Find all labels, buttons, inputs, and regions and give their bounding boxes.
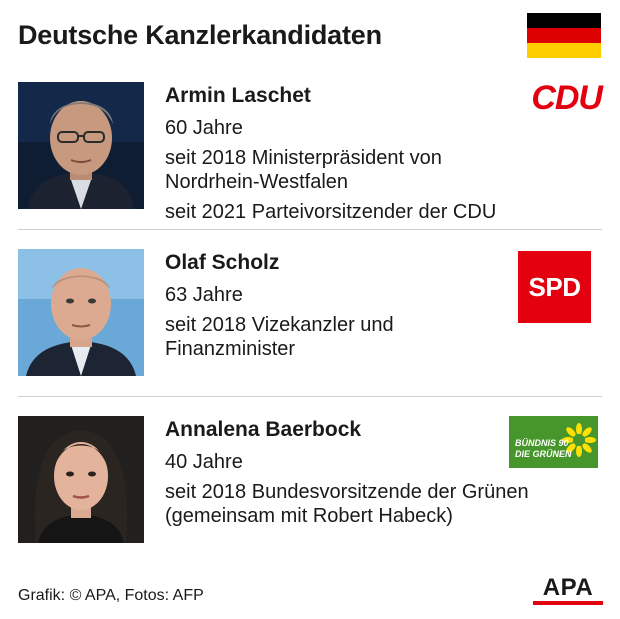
candidate-photo-laschet bbox=[18, 82, 144, 209]
german-flag-icon bbox=[527, 13, 601, 58]
candidate-info-line: seit 2018 Vizekanzler und bbox=[165, 314, 394, 336]
candidate-card-laschet: Armin Laschet 60 Jahre seit 2018 Ministe… bbox=[18, 79, 603, 223]
gruene-logo: BÜNDNIS 90 DIE GRÜNEN bbox=[509, 416, 598, 468]
candidate-info-line: Finanzminister bbox=[165, 338, 296, 360]
cdu-logo: CDU bbox=[531, 79, 603, 117]
candidate-card-scholz: Olaf Scholz 63 Jahre seit 2018 Vizekanzl… bbox=[18, 249, 602, 377]
divider bbox=[18, 396, 602, 397]
candidate-age: 60 Jahre bbox=[165, 117, 243, 139]
gruene-logo-line2: DIE GRÜNEN bbox=[515, 449, 572, 459]
page-title: Deutsche Kanzlerkandidaten bbox=[18, 20, 382, 50]
candidate-card-baerbock: Annalena Baerbock 40 Jahre seit 2018 Bun… bbox=[18, 416, 602, 544]
candidate-info-line: seit 2018 Ministerpräsident von bbox=[165, 147, 442, 169]
candidate-info-line: seit 2018 Bundesvorsitzende der Grünen bbox=[165, 481, 529, 503]
sunflower-icon bbox=[562, 423, 596, 457]
candidate-photo-scholz bbox=[18, 249, 144, 376]
apa-logo-text: APA bbox=[542, 574, 594, 601]
candidate-photo-baerbock bbox=[18, 416, 144, 543]
apa-logo: APA bbox=[533, 575, 603, 605]
candidate-info-line: seit 2021 Parteivorsitzender der CDU bbox=[165, 201, 497, 223]
gruene-logo-line1: BÜNDNIS 90 bbox=[515, 438, 569, 448]
candidate-age: 40 Jahre bbox=[165, 451, 243, 473]
candidate-info-line: Nordrhein-Westfalen bbox=[165, 171, 349, 193]
candidate-name: Olaf Scholz bbox=[165, 251, 280, 274]
spd-logo: SPD bbox=[518, 251, 591, 323]
candidate-name: Armin Laschet bbox=[165, 84, 311, 107]
candidate-info-line: (gemeinsam mit Robert Habeck) bbox=[165, 505, 453, 527]
footer-credit: Grafik: © APA, Fotos: AFP bbox=[18, 587, 204, 604]
candidate-name: Annalena Baerbock bbox=[165, 418, 362, 441]
candidate-age: 63 Jahre bbox=[165, 284, 243, 306]
apa-logo-bar bbox=[533, 601, 603, 605]
divider bbox=[18, 229, 602, 230]
